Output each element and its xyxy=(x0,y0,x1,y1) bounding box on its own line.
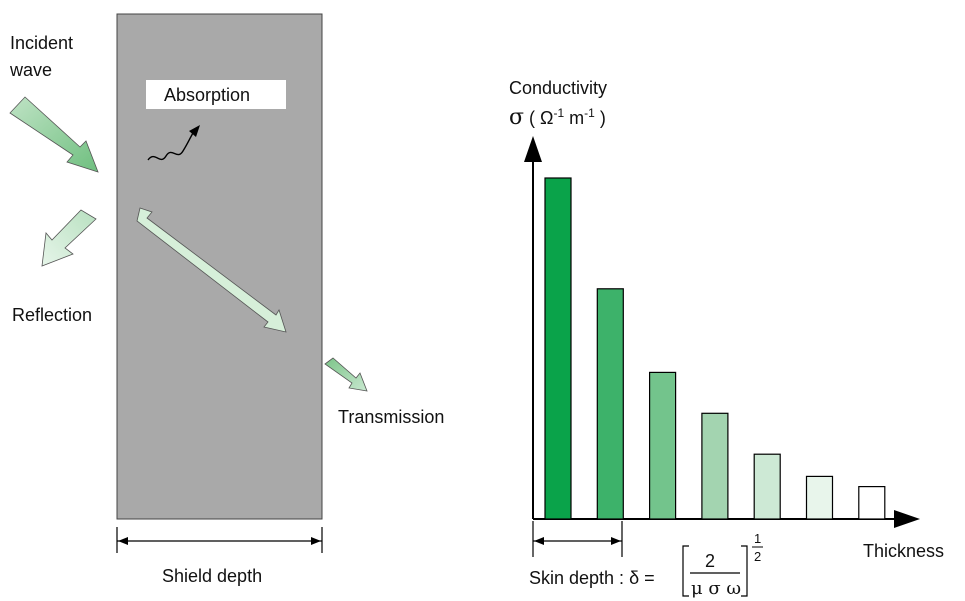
skin-depth-arrowhead-right xyxy=(611,537,621,545)
shield-depth-arrowhead-left xyxy=(118,537,128,545)
formula-bracket-right xyxy=(741,545,748,597)
absorption-arrowhead xyxy=(189,125,200,137)
shield-depth-label: Shield depth xyxy=(162,566,262,586)
transmission-label: Transmission xyxy=(338,407,444,427)
skin-depth-arrowhead-left xyxy=(534,537,544,545)
y-axis-label-line2: σ ( Ω-1 m-1 ) xyxy=(509,105,606,130)
conductivity-bar-3 xyxy=(648,371,677,520)
left-panel: Incident wave Absorption Reflection Tran… xyxy=(9,13,444,586)
reflection-arrow xyxy=(41,209,97,267)
formula-bracket-left xyxy=(682,545,689,597)
conductivity-bar-7 xyxy=(858,486,886,520)
y-axis-label-line1: Conductivity xyxy=(509,78,607,98)
conductivity-bar-4 xyxy=(701,412,729,520)
formula-numerator: 2 xyxy=(705,551,715,571)
shield-depth-arrowhead-right xyxy=(311,537,321,545)
conductivity-bar-2 xyxy=(596,288,624,520)
absorption-label-box xyxy=(146,80,286,109)
x-axis-label: Thickness xyxy=(863,541,944,561)
y-axis-arrowhead xyxy=(524,136,542,162)
formula-denominator: μ σ ω xyxy=(691,578,741,599)
right-panel: Conductivity σ ( Ω-1 m-1 ) Thickness Ski… xyxy=(509,78,944,599)
absorption-label: Absorption xyxy=(164,85,250,105)
conductivity-bar-5 xyxy=(753,453,781,520)
skin-depth-label: Skin depth : δ = xyxy=(529,568,655,588)
x-axis-arrowhead xyxy=(894,510,920,528)
absorption-squiggle-arrow xyxy=(147,132,194,161)
incident-wave-arrow xyxy=(9,96,99,173)
formula-exponent-numerator: 1 xyxy=(754,531,761,546)
incident-wave-label-line1: Incident xyxy=(10,33,73,53)
internal-transmission-arrow xyxy=(136,207,287,333)
skin-depth-formula: Skin depth : δ = 2 μ σ ω 1 2 xyxy=(529,531,763,599)
reflection-label: Reflection xyxy=(12,305,92,325)
bar-series xyxy=(544,177,886,520)
formula-exponent-denominator: 2 xyxy=(754,549,761,564)
conductivity-bar-6 xyxy=(805,475,834,520)
transmission-arrow xyxy=(324,357,368,392)
incident-wave-label-line2: wave xyxy=(9,60,52,80)
conductivity-bar-1 xyxy=(544,177,572,520)
